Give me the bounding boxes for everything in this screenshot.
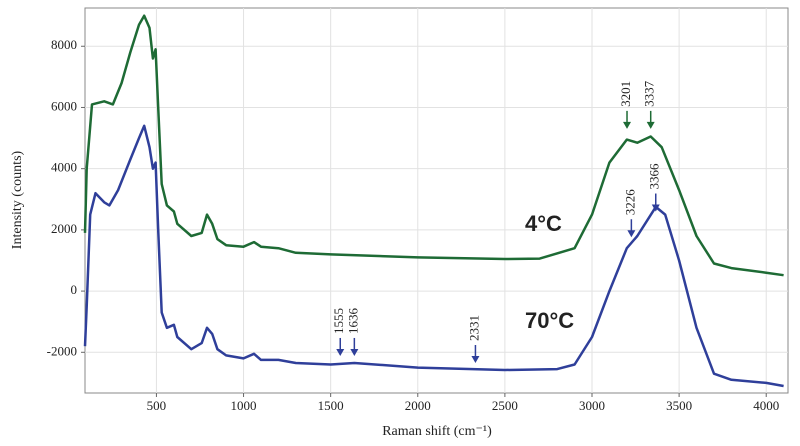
annotation-label: 1555 bbox=[331, 308, 346, 334]
annotation-label: 3337 bbox=[642, 80, 657, 107]
annotation-label: 3366 bbox=[647, 163, 662, 190]
x-tick-label: 2000 bbox=[405, 398, 431, 413]
y-tick-label: 8000 bbox=[51, 37, 77, 52]
x-tick-label: 500 bbox=[147, 398, 167, 413]
annotation-label: 2331 bbox=[466, 315, 481, 341]
x-tick-label: 3500 bbox=[666, 398, 692, 413]
y-tick-label: -2000 bbox=[47, 343, 77, 358]
annotation-arrowhead bbox=[651, 204, 660, 212]
annotation-label: 1636 bbox=[345, 307, 360, 334]
annotation-arrowhead bbox=[623, 121, 632, 129]
annotation-label: 3226 bbox=[622, 189, 637, 216]
x-tick-label: 2500 bbox=[492, 398, 518, 413]
annotation-arrowhead bbox=[627, 230, 636, 238]
series-line bbox=[83, 124, 784, 388]
annotation-label: 3201 bbox=[618, 81, 633, 107]
series-line bbox=[83, 14, 784, 277]
y-tick-label: 0 bbox=[71, 282, 78, 297]
series-label: 4°C bbox=[525, 211, 562, 236]
y-tick-label: 6000 bbox=[51, 98, 77, 113]
annotation-arrowhead bbox=[336, 348, 345, 356]
x-tick-label: 1000 bbox=[231, 398, 257, 413]
series-label: 70°C bbox=[525, 308, 574, 333]
x-tick-label: 1500 bbox=[318, 398, 344, 413]
y-tick-label: 2000 bbox=[51, 221, 77, 236]
annotation-arrowhead bbox=[646, 121, 655, 129]
x-axis-title: Raman shift (cm⁻¹) bbox=[382, 424, 492, 439]
x-tick-label: 4000 bbox=[753, 398, 779, 413]
y-tick-label: 4000 bbox=[51, 160, 77, 175]
annotation-arrowhead bbox=[471, 356, 480, 364]
y-axis-title: Intensity (counts) bbox=[10, 150, 25, 249]
annotation-arrowhead bbox=[350, 348, 359, 356]
x-tick-label: 3000 bbox=[579, 398, 605, 413]
